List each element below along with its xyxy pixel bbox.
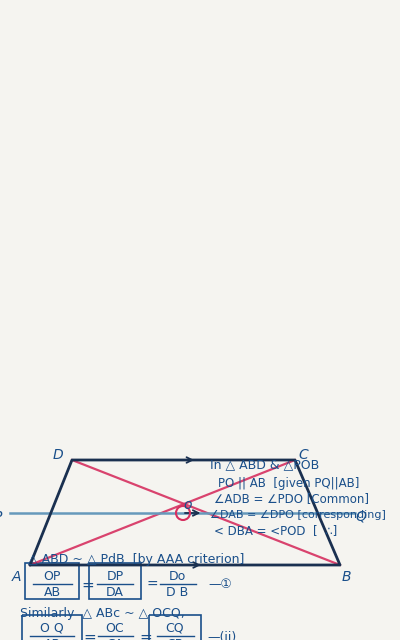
Text: =: = [82, 577, 94, 593]
Text: C: C [298, 448, 308, 462]
Text: In △ ABD & △POB: In △ ABD & △POB [210, 458, 319, 472]
Text: CQ: CQ [166, 621, 184, 634]
Text: D: D [53, 448, 63, 462]
Text: O Q: O Q [40, 621, 64, 634]
Text: —①: —① [208, 579, 232, 591]
Text: PO || AB  [given PQ||AB]: PO || AB [given PQ||AB] [218, 477, 359, 490]
Text: CA: CA [106, 639, 124, 640]
Text: DP: DP [106, 570, 124, 582]
Text: B: B [341, 570, 351, 584]
Text: < DBA = <POD  [  ∴]: < DBA = <POD [ ∴] [214, 525, 337, 538]
Text: Similarly  △ ABc ~ △ OCQ,: Similarly △ ABc ~ △ OCQ, [20, 607, 185, 620]
Text: ∠ADB = ∠PDO [Common]: ∠ADB = ∠PDO [Common] [214, 493, 369, 506]
Text: CB: CB [166, 639, 184, 640]
Text: OP: OP [43, 570, 61, 582]
Text: AB: AB [44, 586, 60, 600]
Text: o: o [184, 498, 192, 512]
Text: Do: Do [168, 570, 186, 582]
Text: =: = [140, 630, 152, 640]
Text: ∠DAB = ∠DPO [corresponding]: ∠DAB = ∠DPO [corresponding] [210, 510, 386, 520]
Text: DA: DA [106, 586, 124, 600]
Text: AB: AB [44, 639, 60, 640]
Text: =: = [84, 630, 96, 640]
Text: A: A [11, 570, 21, 584]
Text: D B: D B [166, 586, 188, 600]
Text: =: = [146, 578, 158, 592]
Text: —(ii): —(ii) [207, 630, 236, 640]
Text: OC: OC [106, 621, 124, 634]
Text: △ ABD ~ △ PdB  [by AAA criterion]: △ ABD ~ △ PdB [by AAA criterion] [28, 552, 244, 566]
Text: Q: Q [356, 510, 366, 524]
Text: P: P [0, 510, 2, 524]
